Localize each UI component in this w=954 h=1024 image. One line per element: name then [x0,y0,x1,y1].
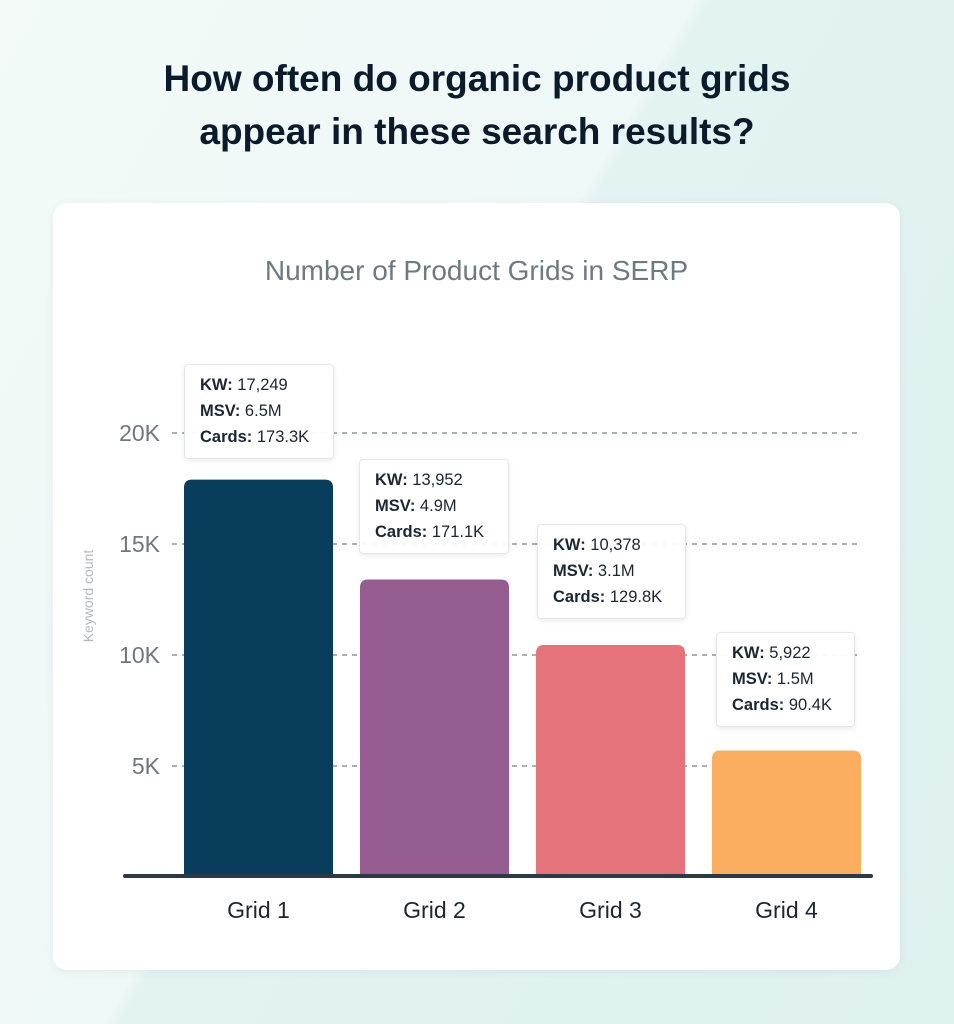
title-line-1: How often do organic product grids [163,58,791,99]
y-tick-label: 5K [132,753,161,779]
tooltip-key: Cards: [375,523,428,541]
tooltip-row-msv: MSV: 1.5M [732,666,854,692]
data-label-tooltip: KW: 10,378 MSV: 3.1M Cards: 129.8K [537,524,686,619]
page-title: How often do organic product grids appea… [0,52,954,158]
tooltip-row-cards: Cards: 90.4K [732,692,854,718]
tooltip-row-msv: MSV: 4.9M [375,493,508,519]
y-tick-label: 15K [119,531,161,557]
tooltip-value: 129.8K [605,588,663,606]
tooltip-value: 1.5M [772,670,814,688]
tooltip-value: 17,249 [232,376,288,394]
tooltip-value: 5,922 [764,644,811,662]
bar [712,750,861,877]
bar [184,479,333,877]
x-tick-label: Grid 1 [227,897,290,923]
tooltip-key: MSV: [553,562,594,580]
x-tick-label: Grid 4 [755,897,818,923]
tooltip-row-cards: Cards: 129.8K [553,584,685,610]
tooltip-value: 10,378 [585,536,641,554]
tooltip-key: KW: [375,471,408,489]
chart-title: Number of Product Grids in SERP [264,255,689,286]
tooltip-key: KW: [200,376,233,394]
tooltip-row-cards: Cards: 173.3K [200,424,333,450]
tooltip-key: MSV: [732,670,773,688]
tooltip-key: KW: [732,644,765,662]
tooltip-row-msv: MSV: 3.1M [553,558,685,584]
y-axis-label: Keyword count [80,550,96,643]
title-line-2: appear in these search results? [199,111,755,152]
tooltip-value: 6.5M [240,402,282,420]
y-tick-label: 10K [119,642,161,668]
tooltip-key: Cards: [732,696,785,714]
tooltip-key: MSV: [375,497,416,515]
x-tick-label: Grid 2 [403,897,466,923]
tooltip-key: Cards: [200,428,253,446]
x-tick-label: Grid 3 [579,897,642,923]
tooltip-value: 90.4K [784,696,832,714]
tooltip-row-kw: KW: 13,952 [375,467,508,493]
tooltip-key: KW: [553,536,586,554]
tooltip-row-cards: Cards: 171.1K [375,519,508,545]
tooltip-value: 173.3K [252,428,310,446]
tooltip-key: Cards: [553,588,606,606]
tooltip-value: 4.9M [415,497,457,515]
tooltip-value: 13,952 [407,471,463,489]
tooltip-value: 3.1M [593,562,635,580]
data-label-tooltip: KW: 17,249 MSV: 6.5M Cards: 173.3K [184,364,334,459]
tooltip-row-kw: KW: 17,249 [200,372,333,398]
tooltip-row-kw: KW: 10,378 [553,532,685,558]
tooltip-row-msv: MSV: 6.5M [200,398,333,424]
bar [536,645,685,877]
tooltip-row-kw: KW: 5,922 [732,640,854,666]
tooltip-value: 171.1K [427,523,485,541]
data-label-tooltip: KW: 13,952 MSV: 4.9M Cards: 171.1K [359,459,509,554]
y-tick-label: 20K [119,420,161,446]
data-label-tooltip: KW: 5,922 MSV: 1.5M Cards: 90.4K [716,632,855,727]
tooltip-key: MSV: [200,402,241,420]
bar [360,579,509,877]
